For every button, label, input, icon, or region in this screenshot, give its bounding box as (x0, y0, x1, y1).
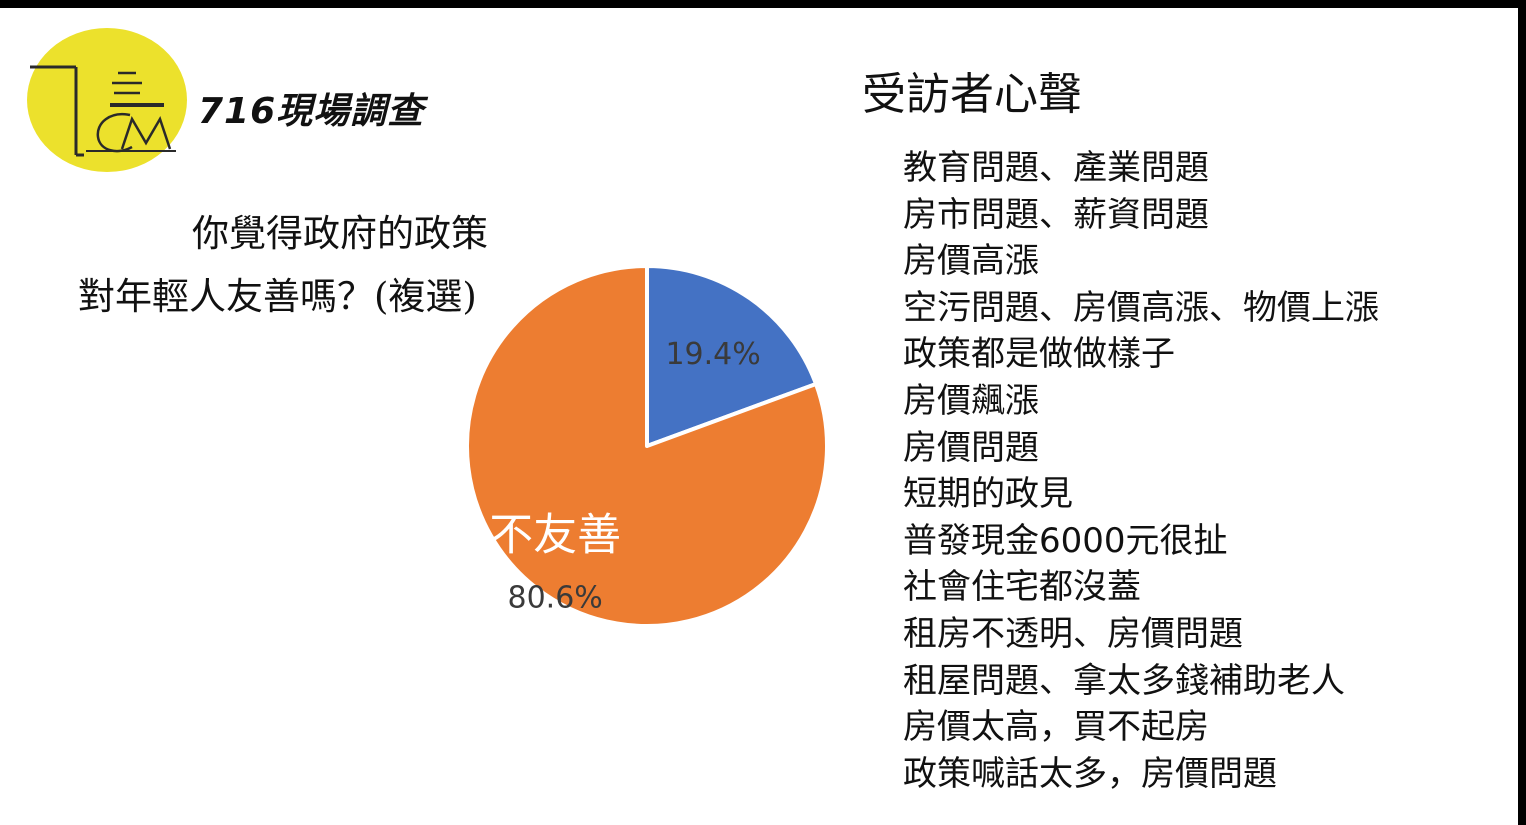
voice-item: 普發現金6000元很扯 (903, 520, 1228, 561)
right-border (1518, 0, 1526, 825)
survey-question: 你覺得政府的政策 對年輕人友善嗎？(複選) (78, 202, 548, 328)
voice-item: 租房不透明、房價問題 (903, 613, 1243, 654)
voice-item: 房價太高，買不起房 (903, 707, 1209, 748)
tcm-logo-icon (27, 28, 187, 172)
voice-item: 社會住宅都沒蓋 (903, 567, 1141, 608)
pie-value-label: 80.6% (507, 581, 602, 616)
question-line-1: 你覺得政府的政策 (192, 212, 488, 255)
logo-title: 716現場調查 (198, 91, 425, 132)
top-border (0, 0, 1526, 8)
voice-item: 房市問題、薪資問題 (903, 194, 1209, 235)
pie-slice-label: 不友善 (489, 510, 621, 561)
voice-item: 短期的政見 (903, 474, 1073, 515)
voice-item: 房價高漲 (903, 241, 1039, 282)
question-line-2: 對年輕人友善嗎？(複選) (78, 275, 477, 318)
pie-chart: 19.4% 不友善 80.6% (465, 264, 829, 628)
pie-slice (645, 264, 818, 448)
voice-item: 政策喊話太多，房價問題 (903, 753, 1277, 794)
voice-item: 空污問題、房價高漲、物價上漲 (903, 287, 1379, 328)
voice-item: 政策都是做做樣子 (903, 334, 1175, 375)
voice-item: 租屋問題、拿太多錢補助老人 (903, 660, 1345, 701)
voice-item: 房價問題 (903, 427, 1039, 468)
voices-list: 教育問題、產業問題 房市問題、薪資問題 房價高漲空污問題、房價高漲、物價上漲 政策都是… (903, 145, 1379, 797)
voice-item: 教育問題、產業問題 (903, 148, 1209, 188)
pie-value-label: 19.4% (665, 337, 760, 372)
pie-slice (465, 264, 829, 628)
voices-title: 受訪者心聲 (862, 69, 1082, 120)
voice-item: 房價飆漲 (903, 380, 1039, 421)
